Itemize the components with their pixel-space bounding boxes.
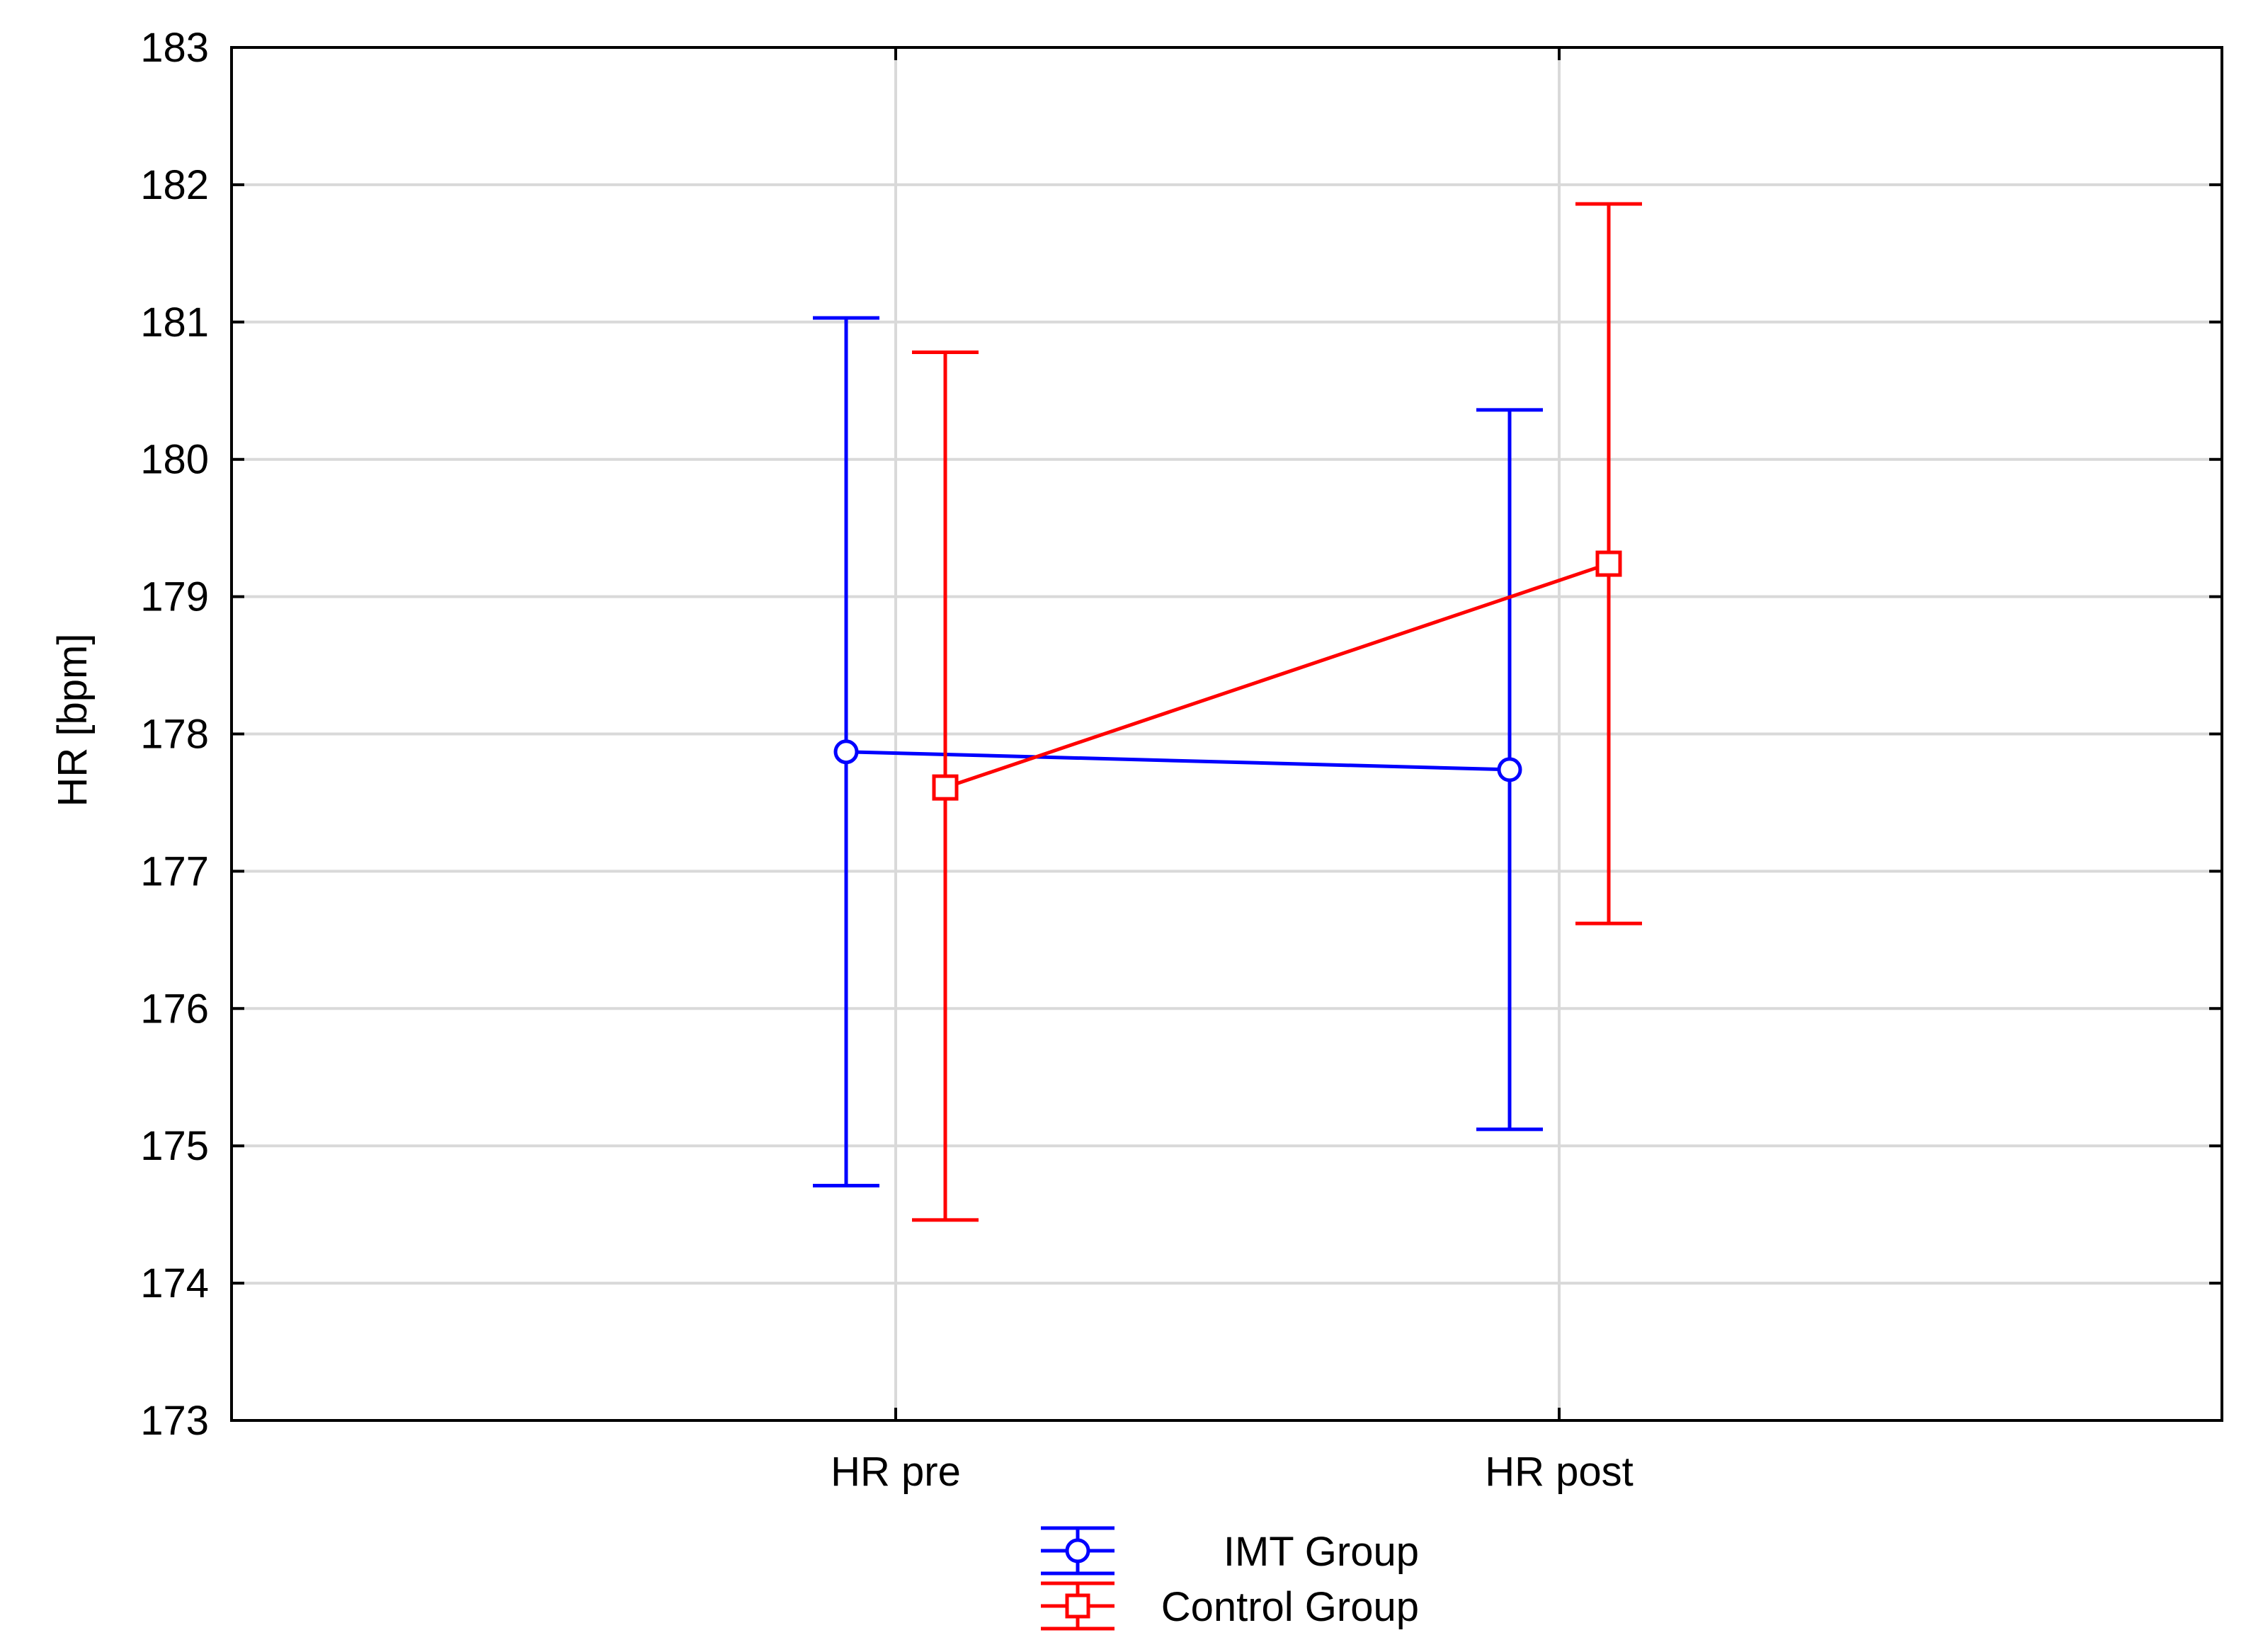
legend-marker [1065, 1538, 1090, 1563]
legend-entry: Control Group [1041, 1581, 1419, 1631]
series-control-group [912, 202, 1642, 1222]
plot-frame [230, 46, 2223, 1422]
x-tick-label: HR pre [831, 1449, 961, 1495]
y-tick-labels: 173 174 175 176 177 178 179 180 181 182 183 [140, 25, 209, 1444]
legend-label: Control Group [1161, 1584, 1419, 1630]
y-tick-label: 179 [140, 574, 209, 620]
x-tick-label: HR post [1485, 1449, 1634, 1495]
y-tick-label: 175 [140, 1123, 209, 1169]
series-layer [813, 202, 1642, 1222]
legend-label: IMT Group [1224, 1529, 1419, 1575]
series-imt-group [813, 316, 1543, 1187]
series-line [945, 562, 1609, 790]
y-tick-label: 181 [140, 300, 209, 346]
legend-marker [1065, 1593, 1090, 1619]
data-point-marker [1497, 757, 1522, 782]
y-tick-label: 178 [140, 712, 209, 758]
gridlines [232, 47, 2222, 1420]
y-tick-label: 177 [140, 848, 209, 894]
y-tick-label: 182 [140, 162, 209, 208]
y-tick-label: 176 [140, 986, 209, 1032]
x-tick-labels: HR pre HR post [831, 1449, 1634, 1495]
y-axis-title: HR [bpm] [50, 634, 96, 807]
y-tick-label: 180 [140, 437, 209, 483]
series-line [845, 750, 1510, 772]
y-tick-label: 183 [140, 25, 209, 71]
y-tick-label: 173 [140, 1398, 209, 1444]
legend: IMT Group Control Group [1041, 1526, 1419, 1631]
data-point-marker [1595, 550, 1622, 577]
legend-entry: IMT Group [1041, 1526, 1419, 1576]
y-tick-label: 174 [140, 1260, 209, 1306]
data-point-marker [932, 774, 959, 801]
data-point-marker [833, 739, 859, 765]
